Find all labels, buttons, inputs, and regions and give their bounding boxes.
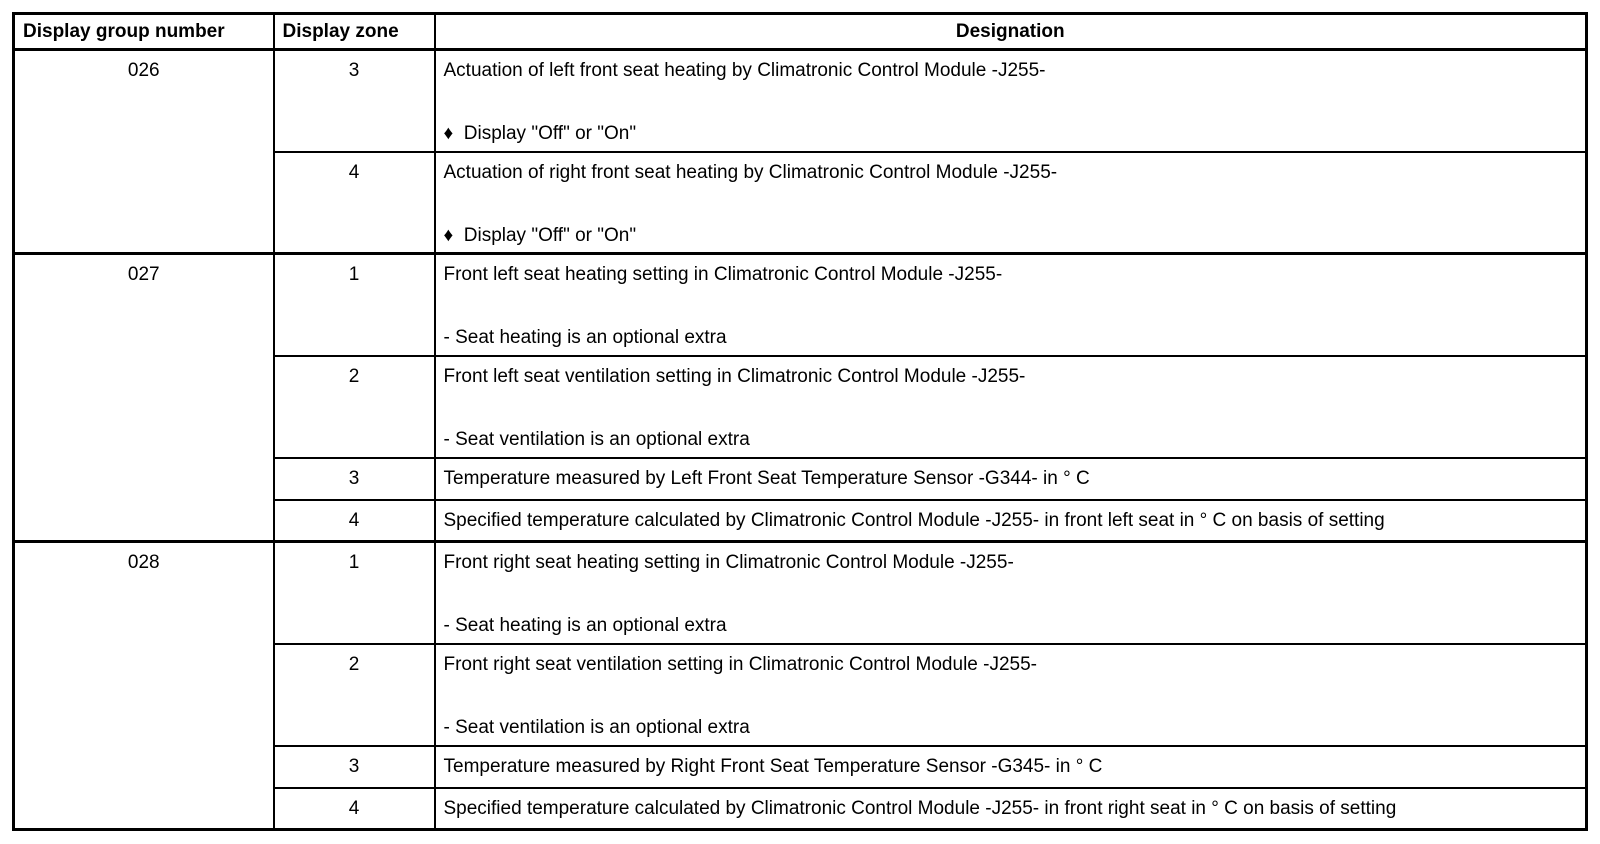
display-zone-cell: 3: [272, 47, 436, 153]
group-number: 028: [127, 552, 160, 574]
display-zone-number: 2: [348, 366, 360, 388]
group-number-cell: 027: [12, 252, 275, 543]
designation-text: Actuation of left front seat heating by …: [443, 60, 1046, 81]
table-row: 028 1 Front right seat heating setting in …: [12, 540, 1588, 831]
header-display-zone: Display zone: [272, 12, 436, 51]
display-zone-cell: 2: [272, 355, 436, 459]
designation-cell: Front left seat heating setting in Clima…: [433, 252, 1588, 358]
designation-cell: Temperature measured by Right Front Seat…: [433, 744, 1588, 789]
designation-sub-text: - Seat ventilation is an optional extra: [443, 716, 750, 738]
designation-cell: Actuation of left front seat heating by …: [433, 47, 1588, 153]
group-number-cell: 026: [12, 47, 275, 255]
display-zone-cell: 2: [272, 642, 436, 747]
designation-cell: Front right seat ventilation setting in …: [433, 642, 1588, 747]
table-row: 026 3 Actuation of left front seat heating…: [12, 47, 1588, 255]
display-zone-cell: 4: [272, 786, 436, 831]
display-zone-number: 4: [348, 161, 360, 183]
table-row: 4 Specified temperature calculated by Cli…: [14, 786, 1588, 831]
group-number: 026: [127, 60, 160, 81]
designation-cell: Specified temperature calculated by Clim…: [433, 498, 1588, 543]
display-zone-cell: 4: [272, 150, 436, 255]
designation-text: Specified temperature calculated by Clim…: [443, 797, 1397, 819]
display-zone-number: 1: [348, 552, 360, 574]
table-row: 4 Actuation of right front seat heating b…: [14, 150, 1588, 255]
display-zone-number: 2: [348, 653, 360, 675]
table-row: 3 Temperature measured by Right Front Sea…: [14, 744, 1588, 789]
display-zone-number: 4: [348, 509, 360, 531]
designation-sub-text: - Seat heating is an optional extra: [443, 615, 727, 637]
designation-cell: Front right seat heating setting in Clim…: [433, 540, 1588, 645]
display-zone-cell: 3: [272, 744, 436, 789]
display-zone-number: 1: [348, 264, 360, 286]
designation-sub-text: - Seat heating is an optional extra: [443, 327, 727, 349]
header-display-group-number: Display group number: [12, 12, 275, 51]
table-header: Display group number Display zone Design…: [12, 12, 1588, 51]
designation-text: Actuation of right front seat heating by…: [443, 161, 1058, 183]
header-designation: Designation: [433, 12, 1588, 51]
group-number: 027: [127, 264, 160, 286]
designation-text: Temperature measured by Right Front Seat…: [443, 755, 1103, 777]
designation-text: Front right seat heating setting in Clim…: [443, 552, 1014, 574]
display-zone-cell: 3: [272, 456, 436, 501]
designation-text: Specified temperature calculated by Clim…: [443, 509, 1385, 531]
display-zone-cell: 1: [272, 252, 436, 358]
display-zone-cell: 4: [272, 498, 436, 543]
table-row: 2 Front right seat ventilation setting in…: [14, 642, 1588, 747]
display-groups-table: Display group number Display zone Design…: [12, 12, 1588, 832]
table-row: 3 Temperature measured by Left Front Seat…: [14, 456, 1588, 501]
group-number-cell: 028: [12, 540, 275, 831]
designation-sub-text: ♦ Display "Off" or "On": [443, 224, 637, 246]
table-body: 026 3 Actuation of left front seat heating…: [12, 47, 1588, 831]
display-zone-cell: 1: [272, 540, 436, 645]
table-row: 027 1 Front left seat heating setting in C…: [12, 252, 1588, 543]
designation-sub-text: ♦ Display "Off" or "On": [443, 122, 637, 144]
designation-cell: Specified temperature calculated by Clim…: [433, 786, 1588, 831]
table-row: 2 Front left seat ventilation setting in …: [14, 355, 1588, 459]
table-row: 4 Specified temperature calculated by Cli…: [14, 498, 1588, 543]
designation-text: Front left seat ventilation setting in C…: [443, 366, 1026, 388]
designation-sub-text: - Seat ventilation is an optional extra: [443, 428, 750, 450]
designation-cell: Temperature measured by Left Front Seat …: [433, 456, 1588, 501]
designation-text: Temperature measured by Left Front Seat …: [443, 467, 1090, 489]
display-zone-number: 4: [348, 797, 360, 819]
display-zone-number: 3: [348, 467, 360, 489]
designation-cell: Front left seat ventilation setting in C…: [433, 355, 1588, 459]
header-row: Display group number Display zone Design…: [12, 12, 1588, 51]
display-zone-number: 3: [348, 755, 360, 777]
designation-cell: Actuation of right front seat heating by…: [433, 150, 1588, 255]
designation-text: Front left seat heating setting in Clima…: [443, 264, 1003, 286]
designation-text: Front right seat ventilation setting in …: [443, 653, 1038, 675]
display-zone-number: 3: [348, 60, 360, 81]
